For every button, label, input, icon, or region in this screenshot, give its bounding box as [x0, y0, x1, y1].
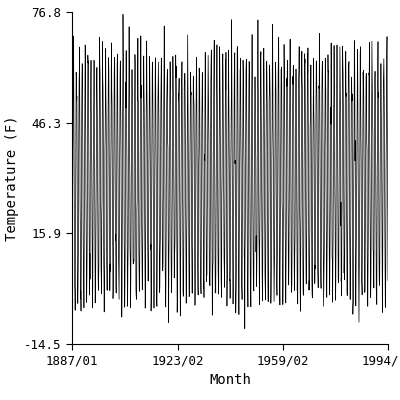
Y-axis label: Temperature (F): Temperature (F)	[4, 115, 18, 241]
X-axis label: Month: Month	[209, 373, 251, 387]
